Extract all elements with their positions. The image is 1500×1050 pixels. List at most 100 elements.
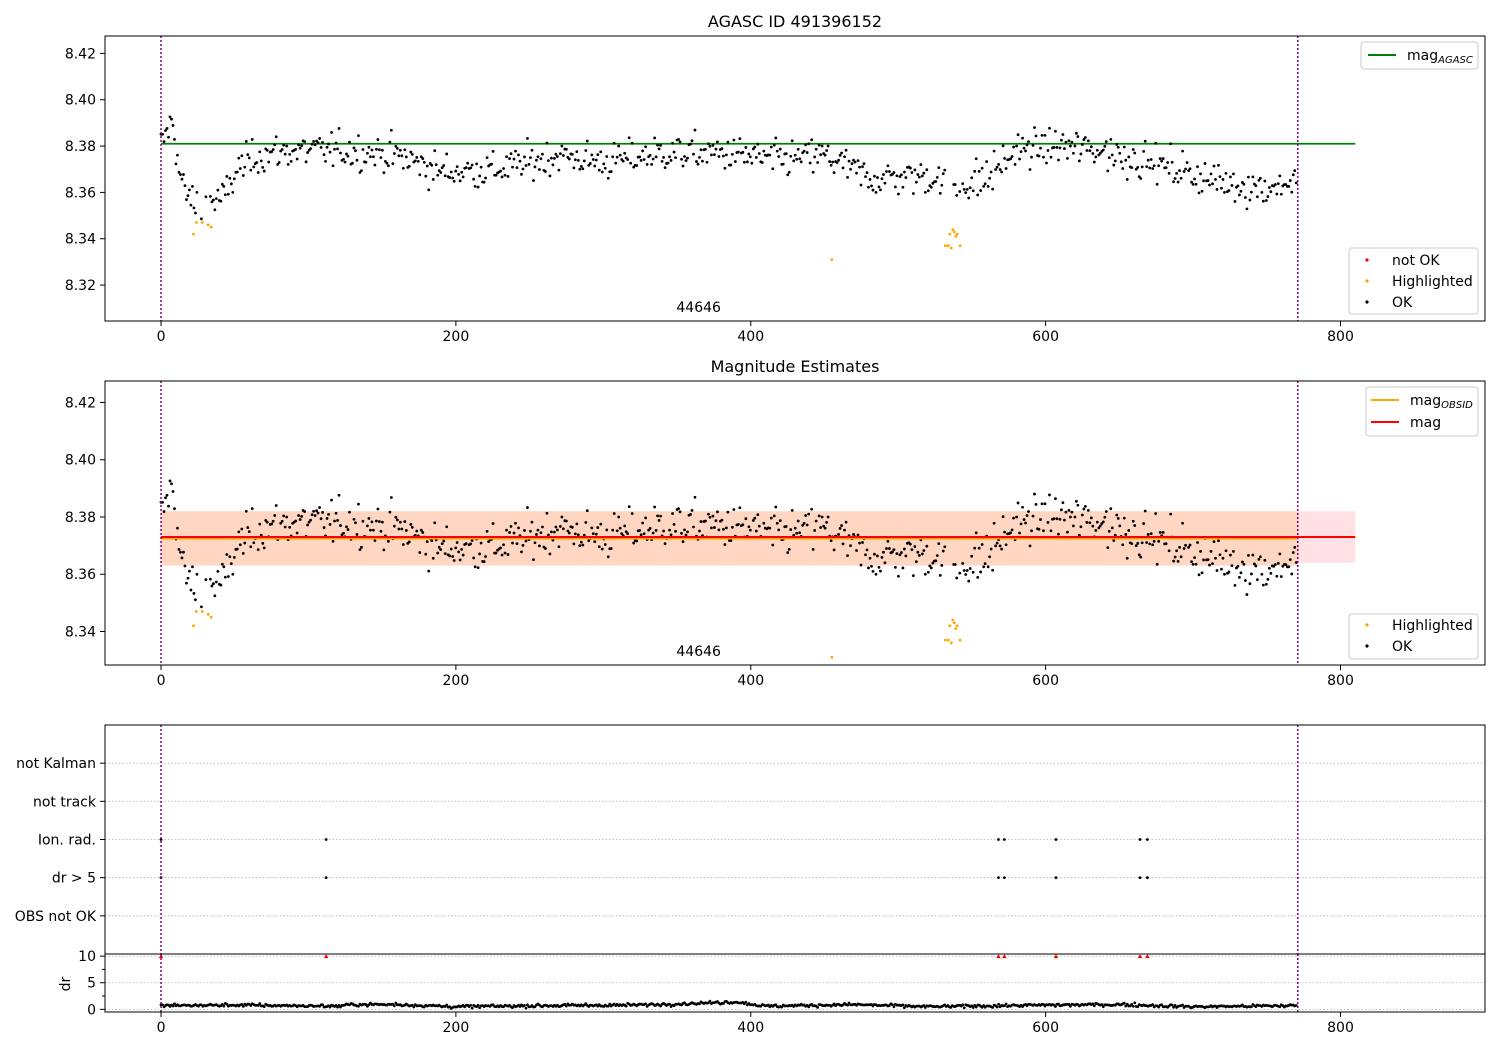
ok-point bbox=[789, 528, 793, 531]
ok-point bbox=[544, 547, 547, 550]
ok-point bbox=[274, 504, 278, 507]
ok-point bbox=[548, 552, 552, 556]
ok-point bbox=[228, 176, 232, 180]
ok-point bbox=[823, 153, 827, 157]
ok-point bbox=[1043, 134, 1047, 137]
ok-point bbox=[677, 507, 680, 511]
p0-ytick-label: 8.40 bbox=[65, 93, 96, 109]
ok-point bbox=[747, 152, 751, 156]
ok-point bbox=[1101, 520, 1105, 524]
ok-point bbox=[716, 510, 719, 514]
ok-point bbox=[385, 161, 389, 165]
ok-point bbox=[1127, 155, 1131, 159]
ok-point bbox=[339, 151, 342, 155]
ok-point bbox=[662, 156, 665, 159]
ok-point bbox=[994, 168, 998, 171]
ok-point bbox=[621, 159, 625, 163]
ok-point bbox=[698, 156, 701, 159]
ok-point bbox=[639, 159, 643, 162]
ok-point bbox=[461, 553, 465, 557]
ok-point bbox=[1211, 562, 1214, 566]
dr-point bbox=[816, 1005, 820, 1009]
ok-point bbox=[1133, 151, 1137, 155]
dr-point bbox=[262, 1005, 266, 1009]
ok-point bbox=[684, 159, 688, 163]
ok-point bbox=[397, 154, 401, 158]
ok-point bbox=[911, 192, 915, 195]
ok-point bbox=[173, 507, 176, 511]
ok-point bbox=[961, 182, 965, 185]
ok-point bbox=[796, 519, 800, 523]
ok-point bbox=[161, 500, 164, 504]
panel-title-agasc-id: AGASC ID 491396152 bbox=[708, 12, 882, 31]
ok-point bbox=[904, 554, 908, 558]
highlighted-point bbox=[948, 624, 952, 628]
ok-point bbox=[1203, 162, 1207, 165]
ok-point bbox=[352, 517, 356, 521]
ok-point bbox=[376, 138, 380, 141]
ok-point bbox=[1208, 563, 1211, 567]
ok-point bbox=[1082, 138, 1086, 141]
ok-point bbox=[1031, 143, 1035, 147]
ok-point bbox=[220, 182, 224, 186]
highlighted-point bbox=[954, 627, 958, 631]
ok-point bbox=[977, 546, 981, 550]
ok-point bbox=[303, 510, 307, 513]
ok-point bbox=[367, 517, 371, 520]
ok-point bbox=[1206, 179, 1210, 182]
ok-point bbox=[1076, 503, 1080, 507]
legend-box bbox=[1360, 41, 1479, 70]
ok-point bbox=[517, 153, 520, 157]
ok-point bbox=[754, 529, 758, 533]
ok-point bbox=[1178, 169, 1181, 173]
ok-point bbox=[995, 165, 999, 169]
ok-point bbox=[192, 592, 196, 595]
ok-point bbox=[358, 171, 362, 174]
ok-point bbox=[1149, 532, 1153, 535]
ok-point bbox=[1238, 193, 1241, 197]
ok-point bbox=[567, 157, 571, 161]
ok-point bbox=[1139, 177, 1143, 180]
ok-point bbox=[609, 170, 613, 173]
ok-point bbox=[351, 161, 354, 165]
ok-point bbox=[1209, 549, 1213, 553]
ok-point bbox=[937, 542, 941, 546]
ok-point bbox=[1083, 504, 1087, 508]
ok-point bbox=[570, 153, 574, 156]
ok-point bbox=[955, 194, 959, 197]
flag-point bbox=[997, 838, 1000, 841]
ok-point bbox=[427, 188, 431, 192]
ok-point bbox=[246, 526, 250, 529]
ok-point bbox=[530, 520, 534, 524]
ok-point bbox=[1184, 543, 1187, 547]
ok-point bbox=[1161, 157, 1165, 160]
ok-point bbox=[729, 539, 733, 542]
ok-point bbox=[303, 140, 307, 144]
ok-point bbox=[760, 161, 764, 164]
ok-point bbox=[1208, 183, 1211, 187]
ok-point bbox=[689, 142, 692, 146]
ok-point bbox=[793, 153, 797, 157]
ok-point bbox=[440, 542, 444, 546]
ok-point bbox=[511, 165, 514, 169]
ok-point bbox=[741, 523, 745, 527]
ok-point bbox=[789, 154, 793, 158]
ok-point bbox=[938, 573, 942, 577]
p1-ytick-label: 8.38 bbox=[65, 510, 96, 526]
ok-point bbox=[1072, 524, 1075, 528]
ok-point bbox=[1278, 552, 1282, 556]
ok-point bbox=[258, 150, 262, 154]
ok-point bbox=[464, 542, 468, 546]
ok-point bbox=[333, 519, 336, 523]
dr-point bbox=[606, 1004, 610, 1008]
dr-point bbox=[846, 1003, 849, 1007]
ok-point bbox=[873, 552, 876, 556]
dr-point bbox=[991, 1006, 995, 1009]
ok-point bbox=[723, 166, 727, 170]
ok-point bbox=[888, 547, 891, 550]
ok-point bbox=[1072, 151, 1075, 155]
ok-point bbox=[403, 148, 407, 152]
ok-point bbox=[316, 511, 320, 515]
ok-point bbox=[360, 169, 363, 173]
highlighted-point bbox=[946, 244, 950, 248]
